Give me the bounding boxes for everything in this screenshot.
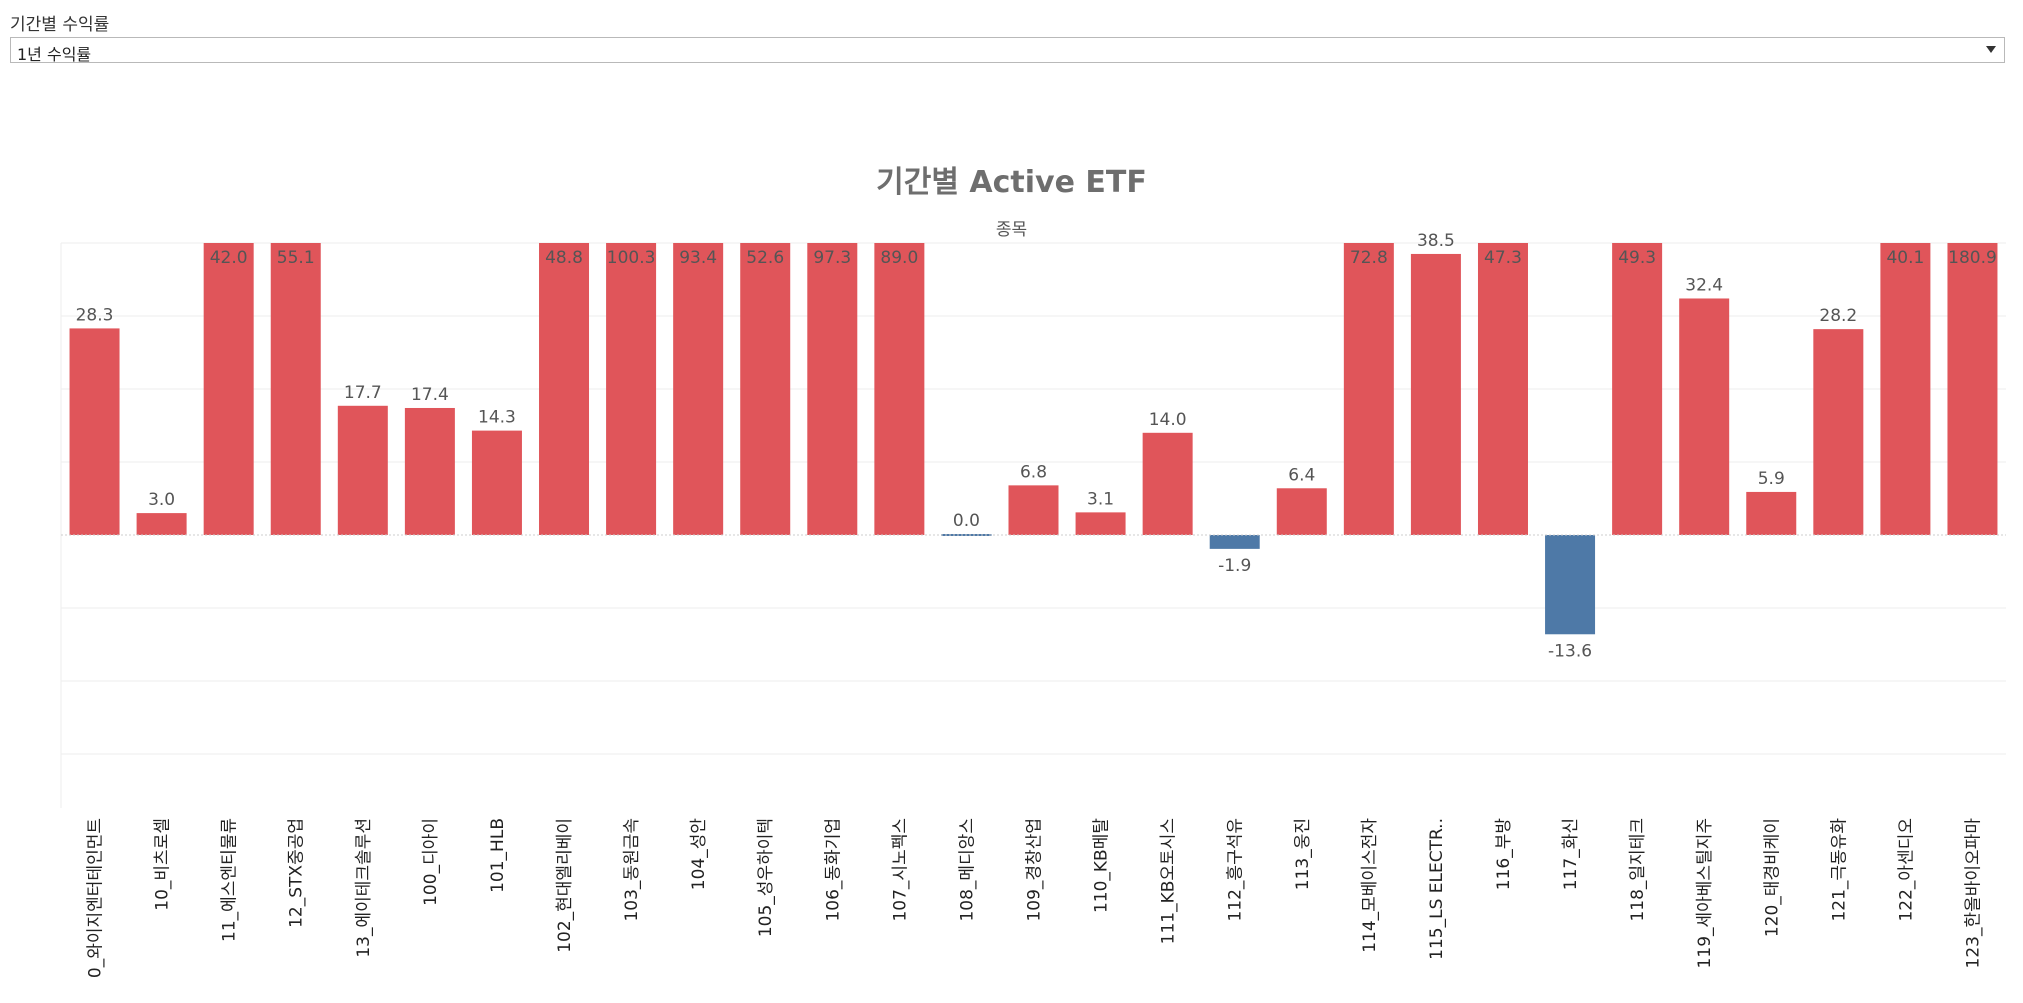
data-label: 93.4 xyxy=(679,248,717,268)
data-label: 3.0 xyxy=(148,490,175,510)
category-label: 119_세아베스틸지주 xyxy=(1695,818,1715,968)
category-label: 110_KB메탈 xyxy=(1092,818,1112,913)
data-label: 40.1 xyxy=(1886,248,1924,268)
category-label: 10_비츠로셀 xyxy=(153,818,173,911)
bar xyxy=(606,243,657,535)
data-label: 180.9 xyxy=(1948,248,1997,268)
data-label: 42.0 xyxy=(210,248,248,268)
filter-label: 기간별 수익률 xyxy=(10,15,110,35)
data-label: 14.3 xyxy=(478,408,516,428)
category-label: 122_아센디오 xyxy=(1896,818,1916,922)
data-label: 97.3 xyxy=(813,248,851,268)
bar xyxy=(404,407,455,535)
bar xyxy=(539,243,590,535)
data-label: 47.3 xyxy=(1484,248,1522,268)
data-label: 48.8 xyxy=(545,248,583,268)
category-label: 118_일지테크 xyxy=(1628,818,1648,922)
data-label: 100.3 xyxy=(607,248,656,268)
bar xyxy=(740,243,791,535)
category-label: 114_모베이스전자 xyxy=(1360,818,1380,953)
bar xyxy=(1477,243,1528,535)
category-label: 113_웅진 xyxy=(1293,818,1313,890)
bar xyxy=(1947,243,1998,535)
data-label: 52.6 xyxy=(746,248,784,268)
dropdown-selected-value: 1년 수익률 xyxy=(17,45,92,64)
bar xyxy=(337,405,388,535)
bar xyxy=(203,243,254,535)
data-label: -1.9 xyxy=(1218,556,1251,576)
bar xyxy=(673,243,724,535)
data-label: 32.4 xyxy=(1685,275,1723,295)
bar xyxy=(1276,488,1327,535)
category-label: 117_화신 xyxy=(1561,818,1581,890)
category-label: 115_LS ELECTR.. xyxy=(1427,818,1447,960)
category-label: 112_흥구석유 xyxy=(1226,818,1246,922)
category-label: 103_동원금속 xyxy=(622,818,642,922)
category-label: 106_동화기업 xyxy=(823,818,843,922)
bar xyxy=(1343,243,1394,535)
bar xyxy=(1746,491,1797,535)
data-label: 17.7 xyxy=(344,383,382,403)
bar xyxy=(1410,253,1461,535)
category-label: 102_현대엘리베이 xyxy=(555,818,575,953)
period-return-dropdown[interactable]: 1년 수익률 xyxy=(10,37,2005,64)
bar xyxy=(1075,512,1126,535)
chart-subtitle: 종목 xyxy=(995,220,1028,240)
category-label: 108_메디앙스 xyxy=(957,818,977,922)
chart-title: 기간별 Active ETF xyxy=(876,165,1147,200)
data-label: 55.1 xyxy=(277,248,315,268)
category-label: 0_와이지엔터테인먼트 xyxy=(86,818,106,978)
bar xyxy=(1209,535,1260,549)
data-label: 28.3 xyxy=(76,305,114,325)
bar xyxy=(270,243,321,535)
category-label: 101_HLB xyxy=(488,818,508,893)
bar xyxy=(1880,243,1931,535)
data-label: 28.2 xyxy=(1819,306,1857,326)
data-label: 3.1 xyxy=(1087,489,1114,509)
data-label: 72.8 xyxy=(1350,248,1388,268)
category-label: 111_KB오토시스 xyxy=(1159,818,1179,944)
bar xyxy=(874,243,925,535)
bar xyxy=(1142,432,1193,535)
data-label: 17.4 xyxy=(411,385,449,405)
data-label: 6.4 xyxy=(1288,465,1315,485)
category-label: 100_디아이 xyxy=(421,818,441,906)
category-label: 104_성안 xyxy=(689,818,709,891)
category-label: 109_경창산업 xyxy=(1025,818,1045,922)
bar xyxy=(1813,329,1864,535)
data-label: 14.0 xyxy=(1149,410,1187,430)
bar xyxy=(69,328,120,535)
bar xyxy=(1679,298,1730,535)
bar xyxy=(471,430,522,535)
bar xyxy=(1612,243,1663,535)
data-label: -13.6 xyxy=(1548,641,1592,661)
data-label: 5.9 xyxy=(1758,469,1785,489)
category-label: 12_STX중공업 xyxy=(287,818,307,928)
category-label: 13_에이테크솔루션 xyxy=(354,818,374,958)
category-label: 105_성우하이텍 xyxy=(756,818,776,937)
data-label: 38.5 xyxy=(1417,231,1455,251)
bar xyxy=(1008,485,1059,535)
category-label: 116_부방 xyxy=(1494,818,1514,891)
category-label: 107_시노펙스 xyxy=(890,818,910,922)
chevron-down-icon[interactable] xyxy=(1986,46,1996,53)
category-label: 120_태경비케이 xyxy=(1762,818,1782,937)
data-label: 0.0 xyxy=(953,511,980,531)
category-label: 123_한올바이오파마 xyxy=(1963,818,1983,969)
category-label: 11_에스엔티물류 xyxy=(220,818,240,942)
data-label: 6.8 xyxy=(1020,462,1047,482)
bar xyxy=(136,513,187,535)
bar xyxy=(807,243,858,535)
data-label: 49.3 xyxy=(1618,248,1656,268)
data-label: 89.0 xyxy=(880,248,918,268)
category-label: 121_극동유화 xyxy=(1829,818,1849,922)
bar xyxy=(1545,535,1596,635)
